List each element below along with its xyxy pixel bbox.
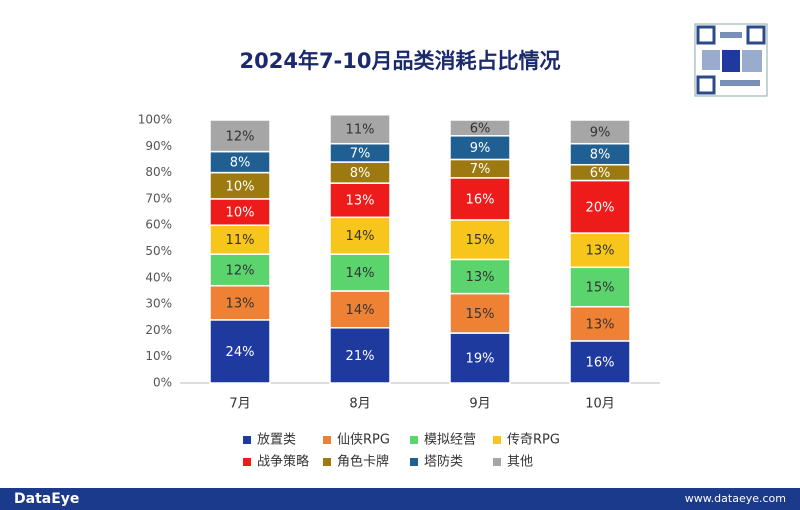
- data-label: 16%: [586, 355, 615, 370]
- y-tick-label: 100%: [138, 113, 172, 127]
- bar-segment: [569, 179, 631, 234]
- y-tick-label: 80%: [145, 165, 172, 179]
- qr-code: [694, 23, 768, 97]
- data-label: 13%: [346, 194, 375, 209]
- y-tick-label: 0%: [153, 376, 172, 390]
- bar-segment: [449, 219, 511, 261]
- legend-swatch: [323, 436, 331, 444]
- bar-segment: [569, 266, 631, 308]
- bar-segment: [329, 290, 391, 329]
- data-label: 10%: [226, 206, 255, 221]
- data-label: 20%: [586, 200, 615, 215]
- data-label: 19%: [466, 352, 495, 367]
- bar-segment: [449, 332, 511, 384]
- y-tick-label: 30%: [145, 297, 172, 311]
- legend-swatch: [493, 436, 501, 444]
- data-label: 14%: [346, 266, 375, 281]
- bar-segment: [449, 119, 511, 137]
- bar-segment: [449, 177, 511, 221]
- legend-swatch: [323, 458, 331, 466]
- y-tick-label: 50%: [145, 244, 172, 258]
- legend-label: 传奇RPG: [507, 432, 560, 448]
- data-label: 15%: [586, 281, 615, 296]
- data-label: 21%: [346, 349, 375, 364]
- bar-segment: [329, 182, 391, 219]
- y-tick-label: 60%: [145, 218, 172, 232]
- data-label: 11%: [226, 233, 255, 248]
- chart-title: 2024年7-10月品类消耗占比情况: [240, 49, 561, 73]
- data-label: 9%: [590, 125, 611, 140]
- data-label: 8%: [350, 166, 371, 181]
- bar-segment: [209, 119, 271, 153]
- data-label: 15%: [466, 233, 495, 248]
- data-label: 12%: [226, 263, 255, 278]
- data-label: 16%: [466, 192, 495, 207]
- x-tick-label: 9月: [469, 397, 490, 412]
- data-label: 6%: [470, 121, 491, 136]
- footer-website: www.dataeye.com: [685, 492, 786, 505]
- data-label: 13%: [466, 270, 495, 285]
- legend-label: 仙侠RPG: [337, 433, 390, 448]
- footer-brand: DataEye: [14, 491, 79, 507]
- bar-segment: [209, 319, 271, 384]
- legend-label: 塔防类: [424, 454, 463, 470]
- bar-segment: [329, 216, 391, 255]
- y-tick-label: 10%: [145, 349, 172, 363]
- data-label: 14%: [346, 303, 375, 318]
- bar-segment: [569, 232, 631, 269]
- bar-segment: [569, 119, 631, 145]
- x-tick-label: 7月: [229, 397, 250, 412]
- bar-segment: [329, 327, 391, 384]
- data-label: 24%: [226, 345, 255, 360]
- y-tick-label: 20%: [145, 323, 172, 337]
- footer-bar: [0, 488, 800, 510]
- data-label: 13%: [586, 317, 615, 332]
- legend-swatch: [243, 436, 251, 444]
- data-label: 12%: [226, 129, 255, 144]
- bar-segment: [329, 113, 391, 145]
- bar-segment: [329, 253, 391, 292]
- legend-swatch: [493, 458, 501, 466]
- data-label: 13%: [586, 244, 615, 259]
- legend-label: 放置类: [257, 433, 296, 448]
- data-label: 7%: [350, 146, 371, 161]
- x-tick-label: 8月: [349, 397, 370, 412]
- data-label: 8%: [590, 148, 611, 163]
- bar-segment: [569, 340, 631, 384]
- data-label: 10%: [226, 179, 255, 194]
- x-tick-label: 10月: [585, 397, 615, 412]
- legend-swatch: [243, 458, 251, 466]
- bar-segment: [449, 258, 511, 295]
- legend-label: 其他: [507, 455, 533, 470]
- data-label: 6%: [590, 166, 611, 181]
- data-label: 14%: [346, 229, 375, 244]
- data-label: 8%: [230, 156, 251, 171]
- data-label: 9%: [470, 141, 491, 156]
- legend-swatch: [410, 458, 418, 466]
- data-label: 13%: [226, 296, 255, 311]
- data-label: 7%: [470, 162, 491, 177]
- y-tick-label: 40%: [145, 270, 172, 284]
- data-label: 11%: [346, 123, 375, 138]
- y-tick-label: 90%: [145, 139, 172, 153]
- legend-label: 角色卡牌: [337, 454, 389, 470]
- legend-label: 模拟经营: [424, 433, 476, 448]
- legend-swatch: [410, 436, 418, 444]
- bar-segment: [449, 292, 511, 334]
- legend-label: 战争策略: [257, 454, 309, 470]
- y-tick-label: 70%: [145, 191, 172, 205]
- data-label: 15%: [466, 307, 495, 322]
